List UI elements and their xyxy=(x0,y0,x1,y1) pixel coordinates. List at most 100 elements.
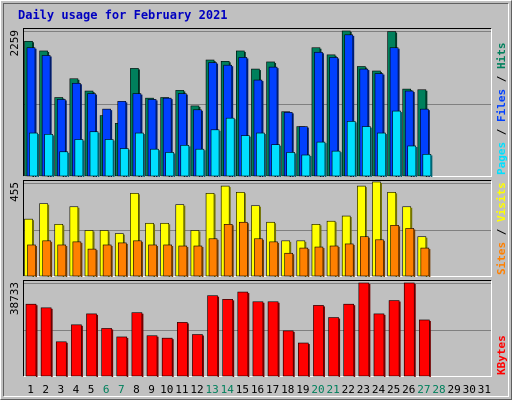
chart-title: Daily usage for February 2021 xyxy=(18,8,228,22)
x-tick-label-day-18: 18 xyxy=(281,383,294,396)
bar-kbytes-day-23 xyxy=(358,282,371,377)
bar-pages-day-27 xyxy=(422,154,433,177)
bar-pages-day-1 xyxy=(29,132,39,177)
bar-sites-day-23 xyxy=(360,236,370,277)
x-tick-label-day-15: 15 xyxy=(236,383,249,396)
legend-hits: Hits xyxy=(495,43,508,70)
legend-sites: Sites xyxy=(495,242,508,275)
bar-pages-day-13 xyxy=(210,129,221,177)
panel-2-legend: Sites / Visits xyxy=(495,182,508,275)
panel-2-y-max-label: 455 xyxy=(8,182,21,202)
x-tick-label-day-3: 3 xyxy=(58,383,65,396)
x-tick-label-day-30: 30 xyxy=(463,383,476,396)
bar-pages-day-18 xyxy=(286,152,297,177)
bar-pages-day-25 xyxy=(392,110,403,177)
bar-pages-day-15 xyxy=(241,135,251,177)
bar-sites-day-14 xyxy=(223,224,234,277)
x-tick-label-day-31: 31 xyxy=(478,383,491,396)
x-tick-label-day-9: 9 xyxy=(148,383,155,396)
panel-2-bars xyxy=(24,181,431,277)
x-tick-label-day-20: 20 xyxy=(311,383,324,396)
bar-sites-day-17 xyxy=(269,241,280,277)
x-tick-label-day-23: 23 xyxy=(357,383,370,396)
x-tick-label-day-10: 10 xyxy=(160,383,173,396)
bar-kbytes-day-19 xyxy=(298,342,310,377)
x-tick-label-day-17: 17 xyxy=(266,383,279,396)
bar-sites-day-5 xyxy=(87,248,98,277)
bar-kbytes-day-12 xyxy=(192,334,204,377)
bar-pages-day-11 xyxy=(180,145,191,177)
bar-pages-day-26 xyxy=(407,145,418,177)
bar-sites-day-26 xyxy=(405,228,416,277)
legend-files: Files xyxy=(495,89,508,122)
bar-kbytes-day-11 xyxy=(176,322,189,377)
x-tick-label-day-16: 16 xyxy=(251,383,264,396)
bar-kbytes-day-6 xyxy=(101,328,114,377)
x-tick-label-day-27: 27 xyxy=(417,383,430,396)
bar-sites-day-13 xyxy=(208,238,219,277)
bar-kbytes-day-17 xyxy=(267,301,280,377)
bar-kbytes-day-1 xyxy=(25,303,38,377)
x-tick-label-day-22: 22 xyxy=(342,383,355,396)
bar-kbytes-day-13 xyxy=(207,295,220,377)
panel-1: 2259 Pages / Files / Hits xyxy=(8,28,508,178)
panel-1-legend: Pages / Files / Hits xyxy=(495,43,508,176)
bar-sites-day-20 xyxy=(314,246,325,277)
bar-kbytes-day-7 xyxy=(116,336,129,377)
legend-separator: / xyxy=(495,122,508,142)
bar-sites-day-27 xyxy=(420,247,431,277)
inner-frame-shadow xyxy=(3,3,509,397)
bar-sites-day-8 xyxy=(133,240,143,277)
bar-sites-day-2 xyxy=(42,240,53,277)
legend-separator: / xyxy=(495,69,508,89)
bar-kbytes-day-2 xyxy=(40,307,53,377)
bar-kbytes-day-16 xyxy=(252,301,265,377)
x-tick-label-day-2: 2 xyxy=(42,383,49,396)
bar-kbytes-day-25 xyxy=(388,300,401,377)
panel-3-y-max-label: 38733 xyxy=(8,282,21,315)
bar-pages-day-9 xyxy=(150,148,161,177)
bar-kbytes-day-15 xyxy=(237,291,250,377)
bar-pages-day-12 xyxy=(195,148,206,177)
bar-pages-day-24 xyxy=(377,132,387,177)
bar-pages-day-19 xyxy=(301,154,312,177)
x-tick-label-day-24: 24 xyxy=(372,383,386,396)
bar-pages-day-7 xyxy=(119,148,130,177)
bar-sites-day-21 xyxy=(329,245,340,277)
bar-pages-day-14 xyxy=(225,117,236,177)
x-tick-label-day-28: 28 xyxy=(432,383,445,396)
bar-sites-day-19 xyxy=(299,247,310,277)
bar-kbytes-day-18 xyxy=(282,330,295,377)
x-tick-label-day-14: 14 xyxy=(221,383,235,396)
bar-kbytes-day-3 xyxy=(55,341,68,377)
bar-pages-day-6 xyxy=(104,139,115,177)
x-tick-label-day-12: 12 xyxy=(190,383,203,396)
bar-kbytes-day-24 xyxy=(373,313,386,377)
bar-sites-day-18 xyxy=(284,252,295,277)
bar-sites-day-4 xyxy=(72,241,83,277)
bar-pages-day-22 xyxy=(346,121,357,177)
bar-pages-day-16 xyxy=(256,132,266,177)
x-tick-label-day-26: 26 xyxy=(402,383,415,396)
bar-pages-day-21 xyxy=(331,150,342,177)
panel-1-y-max-label: 2259 xyxy=(8,30,21,57)
bar-kbytes-day-9 xyxy=(146,335,159,377)
panel-1-bars xyxy=(24,30,433,178)
bar-kbytes-day-5 xyxy=(86,313,99,377)
x-axis-day-labels: 1 2 3 4 5 6 7 8 9 10 11 12 13 14 15 16 17 18 19 20 21 22 23 24 2… xyxy=(27,383,491,396)
bar-sites-day-9 xyxy=(148,244,159,277)
panel-3: 38733 KBytes xyxy=(8,280,508,377)
x-tick-label-day-29: 29 xyxy=(448,383,461,396)
bar-sites-day-22 xyxy=(344,243,355,277)
bar-sites-day-12 xyxy=(193,245,204,277)
x-tick-label-day-5: 5 xyxy=(88,383,95,396)
bar-pages-day-10 xyxy=(165,152,176,177)
legend-kbytes: KBytes xyxy=(495,335,508,375)
x-tick-label-day-6: 6 xyxy=(103,383,110,396)
bar-sites-day-7 xyxy=(117,242,128,277)
inner-frame-highlight xyxy=(3,3,509,397)
bar-pages-day-2 xyxy=(44,134,55,177)
x-tick-label-day-4: 4 xyxy=(73,383,80,396)
bar-kbytes-day-21 xyxy=(328,317,341,377)
x-tick-label-day-11: 11 xyxy=(175,383,188,396)
